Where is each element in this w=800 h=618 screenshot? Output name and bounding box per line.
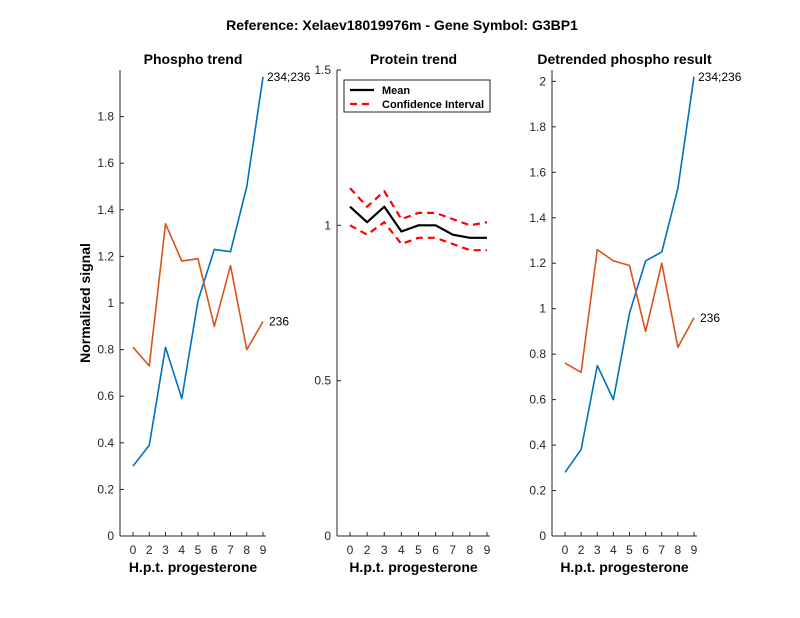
x-tick-label: 2 [146, 543, 153, 557]
series-line-ci-lower [349, 221, 487, 252]
series-end-label: 234;236 [267, 70, 311, 84]
x-tick-label: 5 [195, 543, 202, 557]
x-tick-label: 7 [658, 543, 665, 557]
y-tick-label: 1.8 [529, 120, 546, 134]
x-tick-label: 2 [578, 543, 585, 557]
y-tick-label: 0 [324, 529, 331, 543]
legend-entry: Mean [382, 85, 410, 97]
x-axis-label: H.p.t. progesterone [349, 559, 478, 575]
x-tick-label: 3 [162, 543, 169, 557]
y-tick-label: 0.8 [529, 347, 546, 361]
x-tick-label: 3 [594, 543, 601, 557]
y-tick-label: 1.6 [529, 165, 546, 179]
x-tick-label: 2 [364, 543, 371, 557]
y-tick-label: 0.8 [97, 343, 114, 357]
x-tick-label: 8 [675, 543, 682, 557]
x-tick-label: 6 [211, 543, 218, 557]
y-tick-label: 0.2 [529, 484, 546, 498]
panel-3: 00.20.40.60.811.21.41.61.820 2 3 4 5 6 7 8 9Detr… [529, 51, 741, 575]
series-end-label: 234;236 [698, 70, 742, 84]
panel-1: 00.20.40.60.811.21.41.61.80 2 3 4 5 6 7 8 9Phosp… [77, 51, 311, 575]
y-tick-label: 0.5 [314, 374, 331, 388]
series-line-236 [564, 248, 695, 374]
y-axis-label: Normalized signal [77, 243, 93, 363]
y-tick-label: 1 [107, 296, 114, 310]
y-tick-label: 1.8 [97, 110, 114, 124]
x-tick-label: 5 [415, 543, 422, 557]
y-tick-label: 1.6 [97, 156, 114, 170]
y-tick-label: 0.2 [97, 482, 114, 496]
x-tick-label: 4 [610, 543, 617, 557]
y-tick-label: 0.4 [97, 436, 114, 450]
x-tick-label: 9 [260, 543, 267, 557]
x-tick-label: 9 [484, 543, 491, 557]
series-line-234-236 [564, 76, 695, 473]
panel-title: Detrended phospho result [537, 51, 712, 67]
legend-entry: Confidence Interval [382, 99, 484, 111]
panel-title: Phospho trend [144, 51, 243, 67]
series-end-label: 236 [269, 315, 289, 329]
y-tick-label: 1.4 [97, 203, 114, 217]
panel-title: Protein trend [370, 51, 457, 67]
y-tick-label: 1 [539, 302, 546, 316]
x-tick-label: 8 [467, 543, 474, 557]
series-line-234-236 [132, 76, 264, 467]
x-tick-label: 8 [243, 543, 250, 557]
series-line-confidence-interval [349, 187, 488, 227]
series-end-label: 236 [700, 311, 720, 325]
series-line-236 [132, 223, 264, 367]
x-tick-label: 4 [398, 543, 405, 557]
series-line-mean [349, 205, 487, 239]
y-tick-label: 1.4 [529, 211, 546, 225]
y-tick-label: 0.4 [529, 438, 546, 452]
y-tick-label: 1 [324, 218, 331, 232]
y-tick-label: 0 [539, 529, 546, 543]
x-tick-label: 7 [449, 543, 456, 557]
legend: Mean Confidence Interval [343, 79, 491, 113]
y-tick-label: 0 [107, 529, 114, 543]
figure-suptitle: Reference: Xelaev18019976m - Gene Symbol… [226, 17, 578, 33]
y-tick-label: 0.6 [97, 389, 114, 403]
x-tick-label: 0 [347, 543, 354, 557]
x-tick-label: 5 [626, 543, 633, 557]
x-tick-label: 6 [432, 543, 439, 557]
x-tick-label: 9 [691, 543, 698, 557]
y-tick-label: 2 [539, 74, 546, 88]
y-tick-label: 1.2 [529, 256, 546, 270]
x-tick-label: 0 [562, 543, 569, 557]
x-tick-label: 7 [227, 543, 234, 557]
legend-box [343, 79, 491, 113]
y-tick-label: 1.5 [314, 63, 331, 77]
x-tick-label: 6 [642, 543, 649, 557]
x-tick-label: 3 [381, 543, 388, 557]
x-axis-label: H.p.t. progesterone [129, 559, 258, 575]
x-tick-label: 4 [178, 543, 185, 557]
y-tick-label: 0.6 [529, 393, 546, 407]
x-tick-label: 0 [130, 543, 137, 557]
y-tick-label: 1.2 [97, 249, 114, 263]
x-axis-label: H.p.t. progesterone [560, 559, 689, 575]
